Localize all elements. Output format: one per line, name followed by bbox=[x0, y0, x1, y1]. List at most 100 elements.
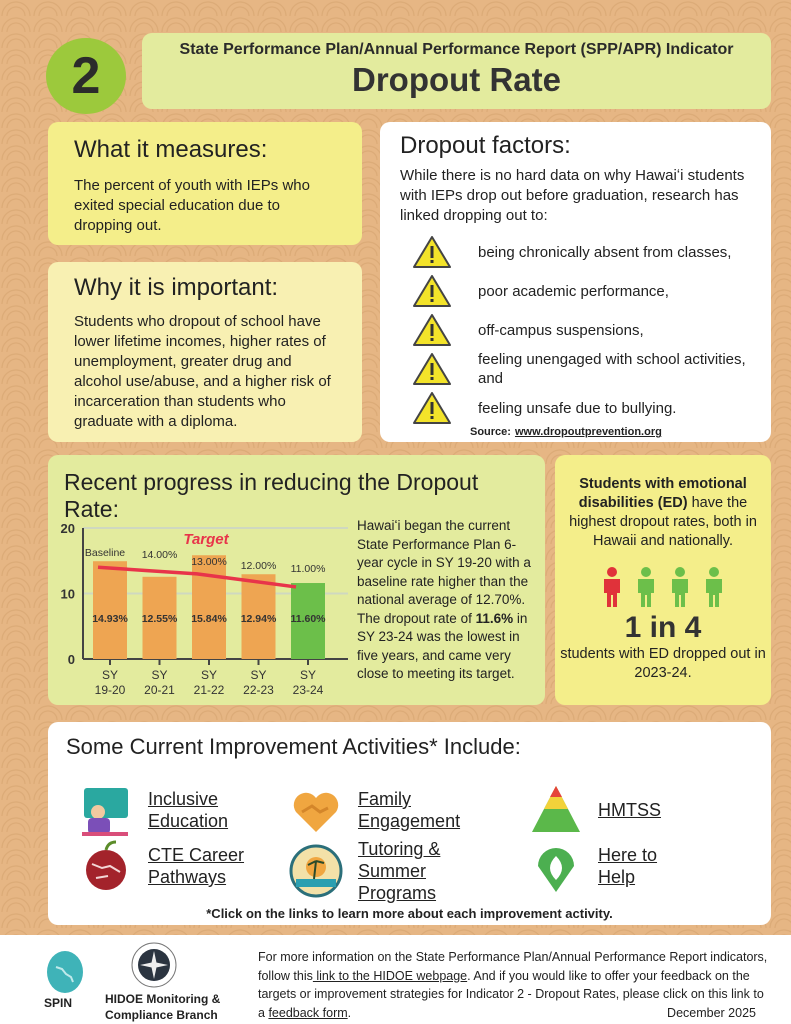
page-title: Dropout Rate bbox=[352, 61, 561, 98]
target-label: 12.00% bbox=[241, 560, 277, 572]
warning-icon bbox=[413, 314, 451, 346]
activity-link[interactable]: Family Engagement bbox=[358, 789, 461, 831]
ed-caption: students with ED dropped out in 2023-24. bbox=[560, 646, 766, 681]
activity-item: Family Engagement bbox=[288, 782, 488, 838]
y-tick-label: 10 bbox=[61, 587, 75, 602]
classroom-icon bbox=[82, 788, 128, 836]
progress-card: 0 10 20 14.93% SY 19-20 Baseline 12.55% SY 20-21 1… bbox=[48, 455, 545, 705]
why-title: Why it is important: bbox=[74, 274, 279, 301]
what-text: The percent of youth with IEPs who exite… bbox=[74, 177, 310, 234]
factor-text: poor academic performance, bbox=[478, 282, 669, 300]
factor-item: feeling unengaged with school activities… bbox=[400, 351, 751, 387]
leaf-pin-icon bbox=[538, 848, 574, 892]
activity-item: CTE Career Pathways bbox=[78, 838, 278, 894]
hidoe-webpage-link[interactable]: link to the HIDOE webpage bbox=[312, 968, 468, 983]
x-tick-label: SY bbox=[201, 668, 217, 682]
activity-item: Tutoring & Summer Programs bbox=[288, 838, 488, 904]
indicator-number-badge: 2 bbox=[46, 38, 126, 114]
activity-link[interactable]: CTE Career Pathways bbox=[148, 845, 245, 887]
x-tick-label: SY bbox=[151, 668, 167, 682]
people-icons bbox=[555, 567, 771, 607]
dropout-rate-chart: 0102014.93%SY19-20Baseline12.55%SY20-211… bbox=[61, 521, 348, 697]
ed-heading-rest: have the highest dropout rates, both in … bbox=[569, 495, 757, 549]
bar bbox=[93, 561, 127, 659]
factor-text: feeling unengaged with school activities… bbox=[478, 351, 746, 387]
person-icon bbox=[638, 567, 654, 607]
bar-value-label: 15.84% bbox=[191, 613, 227, 625]
ed-card: Students with emotional disabilities (ED… bbox=[555, 455, 771, 705]
factor-text: off-campus suspensions, bbox=[478, 321, 644, 339]
warning-icon bbox=[413, 392, 451, 424]
bar bbox=[192, 555, 226, 659]
x-tick-label: SY bbox=[250, 668, 266, 682]
x-tick-label: 22-23 bbox=[243, 683, 274, 697]
x-tick-label: 20-21 bbox=[144, 683, 175, 697]
target-label: 13.00% bbox=[191, 556, 227, 568]
factor-item: feeling unsafe due to bullying. bbox=[400, 390, 751, 426]
activity-link[interactable]: Here to Help bbox=[598, 845, 658, 887]
person-icon bbox=[706, 567, 722, 607]
why-text: Students who dropout of school have lowe… bbox=[74, 313, 331, 430]
factor-item: being chronically absent from classes, bbox=[400, 234, 751, 270]
bar bbox=[291, 583, 325, 659]
activities-title: Some Current Improvement Activities* Inc… bbox=[66, 734, 521, 759]
person-icon bbox=[672, 567, 688, 607]
spin-label: SPIN bbox=[44, 996, 73, 1010]
bar-value-label: 12.94% bbox=[241, 613, 277, 625]
target-label: 14.00% bbox=[142, 549, 178, 561]
bar-value-label: 12.55% bbox=[142, 613, 178, 625]
ed-heading: Students with emotional disabilities (ED… bbox=[578, 476, 747, 511]
target-label: Baseline bbox=[85, 547, 125, 559]
warning-icon bbox=[413, 353, 451, 385]
spin-logo-icon bbox=[47, 951, 83, 993]
feedback-form-link[interactable]: feedback form bbox=[268, 1005, 348, 1020]
progress-text-a: Hawaiʻi began the current State Performa… bbox=[357, 518, 531, 626]
footer: SPIN HIDOE Monitoring & Compliance Branc… bbox=[0, 935, 791, 1024]
footer-text-1: For more information on the State Perfor… bbox=[258, 950, 768, 983]
activity-item: Inclusive Education bbox=[78, 782, 278, 838]
x-tick-label: SY bbox=[300, 668, 316, 682]
bar-value-label: 11.60% bbox=[290, 613, 326, 625]
footer-text: For more information on the State Perfor… bbox=[258, 948, 768, 1022]
warning-icon bbox=[413, 275, 451, 307]
ed-ratio: 1 in 4 bbox=[624, 611, 702, 644]
x-tick-label: 21-22 bbox=[194, 683, 225, 697]
progress-text-b: in SY 23-24 was the lowest in five years… bbox=[357, 610, 528, 682]
activity-item: HMTSS bbox=[528, 782, 688, 838]
bar bbox=[142, 576, 177, 659]
activities-note: *Click on the links to learn more about … bbox=[206, 906, 613, 921]
header-subtitle: State Performance Plan/Annual Performanc… bbox=[179, 41, 734, 58]
factors-intro: While there is no hard data on why Hawai… bbox=[400, 167, 745, 224]
progress-title: Recent progress in reducing the Dropout … bbox=[64, 469, 479, 522]
source-line: Source: www.dropoutprevention.org bbox=[470, 426, 751, 438]
pyramid-icon bbox=[532, 786, 580, 832]
summer-programs-icon bbox=[289, 844, 343, 898]
factor-item: off-campus suspensions, bbox=[400, 312, 751, 348]
activity-link[interactable]: Inclusive Education bbox=[148, 789, 229, 831]
branch-label: HIDOE Monitoring & Compliance Branch bbox=[105, 992, 221, 1022]
y-tick-label: 0 bbox=[68, 652, 75, 667]
handshake-heart-icon bbox=[293, 792, 339, 832]
x-tick-label: 19-20 bbox=[95, 683, 126, 697]
x-tick-label: 23-24 bbox=[293, 683, 324, 697]
footer-text-2: . And if you would like to offer your fe… bbox=[258, 968, 764, 1020]
activity-link[interactable]: HMTSS bbox=[598, 800, 661, 820]
header-banner: State Performance Plan/Annual Performanc… bbox=[142, 33, 771, 109]
source-label: Source: bbox=[470, 426, 511, 438]
bar bbox=[241, 574, 276, 659]
activity-link[interactable]: Tutoring & Summer Programs bbox=[358, 839, 441, 903]
source-link[interactable]: www.dropoutprevention.org bbox=[514, 426, 662, 438]
target-label: 11.00% bbox=[291, 563, 326, 575]
progress-highlight: 11.6% bbox=[475, 610, 514, 626]
hidoe-seal-icon bbox=[131, 942, 177, 988]
x-tick-label: SY bbox=[102, 668, 118, 682]
what-it-measures-card: What it measures: The percent of youth w… bbox=[48, 122, 362, 245]
activity-item: Here to Help bbox=[528, 838, 688, 894]
activities-card: Some Current Improvement Activities* Inc… bbox=[48, 722, 771, 925]
footer-text-3: . bbox=[347, 1005, 352, 1020]
factor-text: feeling unsafe due to bullying. bbox=[478, 399, 677, 417]
factor-item: poor academic performance, bbox=[400, 273, 751, 309]
bar-value-label: 14.93% bbox=[92, 613, 128, 625]
apple-globe-icon bbox=[86, 840, 126, 890]
y-tick-label: 20 bbox=[61, 521, 75, 536]
